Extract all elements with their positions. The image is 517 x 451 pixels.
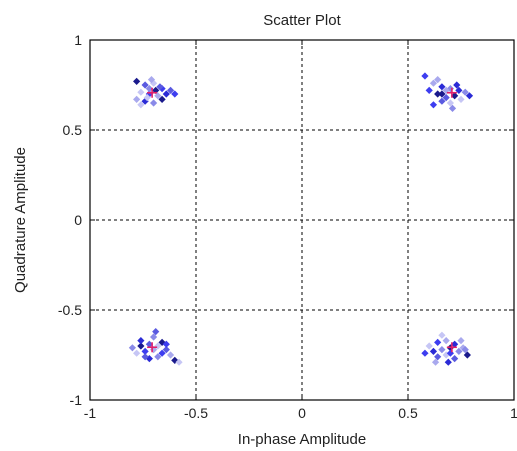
data-point: [461, 88, 469, 96]
data-point: [438, 346, 446, 354]
data-point: [143, 94, 151, 102]
data-point: [429, 101, 438, 109]
data-point: [150, 99, 158, 107]
data-point: [158, 349, 166, 357]
y-tick-label: 1: [74, 32, 82, 48]
data-point: [438, 331, 446, 339]
data-point: [145, 90, 153, 98]
data-point: [171, 90, 179, 98]
data-point: [128, 344, 136, 352]
data-point: [457, 95, 465, 103]
x-axis-label: In-phase Amplitude: [238, 431, 366, 448]
reference-point: [446, 342, 457, 353]
data-point: [150, 333, 158, 341]
data-point: [133, 349, 141, 357]
data-point: [434, 76, 442, 84]
data-point: [461, 346, 469, 354]
x-tick-label: 0.5: [398, 405, 418, 421]
data-point: [425, 86, 433, 94]
data-point: [137, 337, 145, 345]
data-point: [431, 358, 440, 366]
x-tick-label: -0.5: [184, 405, 208, 421]
data-point: [175, 358, 183, 366]
data-point: [442, 337, 450, 345]
y-tick-label: 0: [74, 212, 82, 228]
data-point: [442, 94, 450, 102]
data-point: [451, 92, 459, 100]
reference-markers: [147, 87, 457, 353]
data-point: [147, 76, 156, 84]
data-point: [463, 351, 471, 359]
axis-ticks: [89, 39, 515, 401]
data-points: [128, 72, 474, 366]
data-point: [465, 92, 474, 100]
data-point: [162, 346, 170, 354]
data-point: [158, 95, 166, 103]
data-point: [137, 101, 145, 109]
data-point: [442, 86, 450, 94]
data-point: [152, 328, 160, 336]
data-point: [158, 338, 166, 346]
axis-tick-labels: -1 -0.5 0 0.5 1 -1 -0.5 0 0.5 1: [58, 32, 517, 421]
data-point: [434, 353, 442, 361]
data-point: [141, 353, 149, 361]
data-point: [166, 351, 175, 359]
reference-point: [446, 87, 457, 98]
data-point: [453, 81, 461, 89]
reference-point: [147, 87, 158, 98]
data-point: [446, 85, 454, 93]
data-point: [156, 83, 164, 91]
y-axis-label: Quadrature Amplitude: [12, 147, 29, 293]
data-point: [444, 358, 452, 366]
grid-lines: [90, 40, 514, 400]
data-point: [154, 353, 162, 361]
data-point: [446, 349, 454, 357]
data-point: [451, 355, 459, 363]
data-point: [145, 355, 153, 363]
x-tick-label: -1: [84, 405, 97, 421]
data-point: [137, 88, 145, 96]
data-point: [141, 81, 149, 89]
x-tick-label: 0: [298, 405, 306, 421]
data-point: [451, 340, 459, 348]
data-point: [133, 95, 141, 103]
data-point: [448, 104, 457, 112]
data-point: [154, 92, 162, 100]
y-tick-label: -0.5: [58, 302, 82, 318]
data-point: [455, 86, 463, 94]
data-point: [429, 347, 438, 355]
data-point: [421, 72, 429, 80]
data-point: [137, 342, 145, 350]
reference-point: [147, 342, 158, 353]
data-point: [162, 340, 170, 348]
data-point: [425, 342, 433, 350]
data-point: [446, 99, 454, 107]
y-tick-label: -1: [70, 392, 83, 408]
data-point: [150, 346, 158, 354]
y-tick-label: 0.5: [63, 122, 83, 138]
data-point: [438, 83, 446, 91]
data-point: [141, 347, 149, 355]
data-point: [457, 337, 465, 345]
data-point: [434, 90, 442, 98]
data-point: [438, 90, 446, 98]
data-point: [145, 85, 153, 93]
data-point: [429, 79, 438, 87]
data-point: [434, 338, 442, 346]
chart-title: Scatter Plot: [263, 12, 341, 29]
data-point: [171, 356, 179, 364]
x-tick-label: 1: [510, 405, 517, 421]
data-point: [455, 347, 463, 355]
data-point: [421, 349, 429, 357]
data-point: [145, 340, 153, 348]
data-point: [166, 86, 175, 94]
data-point: [438, 97, 446, 105]
data-point: [133, 77, 141, 85]
data-point: [162, 90, 170, 98]
